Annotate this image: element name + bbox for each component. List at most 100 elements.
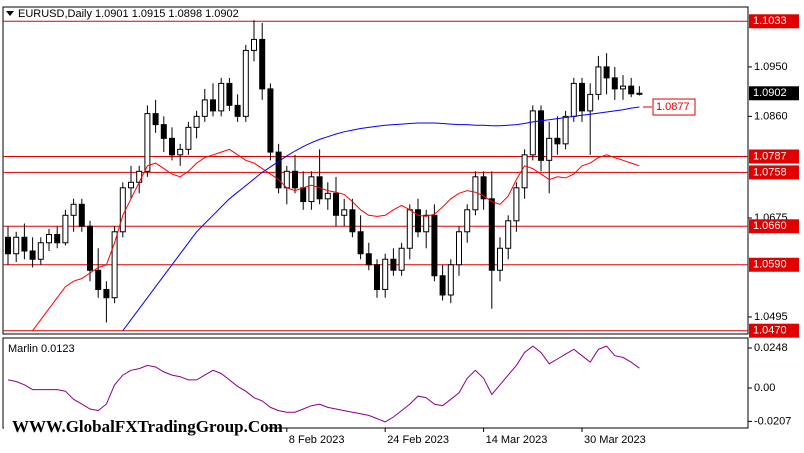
main-panel [2,6,749,335]
x-tick-label: 14 Mar 2023 [486,434,548,446]
candle-body [70,203,77,216]
candle-body [283,170,290,189]
candle-body [595,66,602,95]
level-label-box [749,323,799,338]
candle-body [611,77,618,90]
osc-y-tick-label: 0.0248 [754,342,788,354]
candle-body [390,258,397,271]
candle-body [234,104,241,117]
candle-body [357,231,364,255]
level-label: 1.0590 [753,259,787,271]
watermark: WWW.GlobalFXTradingGroup.Com [12,417,283,436]
candle-body [529,110,536,156]
candle-body [218,82,225,112]
candle-body [488,198,495,271]
current-price-label: 1.0902 [753,87,787,99]
candle-body [5,236,11,255]
x-tick-label: 30 Mar 2023 [584,434,646,446]
candle-body [95,269,102,290]
candle-body [78,203,85,227]
y-tick-label: 1.0495 [754,311,788,323]
candle-body [267,88,274,153]
candle-body [21,236,28,252]
level-label-box [749,165,799,180]
candle-body [87,225,93,271]
candle-body [136,170,143,183]
candle-body [308,176,315,203]
candle-body [144,113,151,172]
x-tick-label: 8 Feb 2023 [289,434,345,446]
y-tick-label: 1.0950 [754,61,788,73]
candle-body [570,82,577,117]
candle-body [177,148,184,156]
candle-body [275,151,282,189]
candle-body [505,220,512,249]
candle-body [201,99,208,117]
candle-body [160,124,167,139]
candle-body [226,82,233,106]
oscillator-label: Marlin 0.0123 [8,343,75,355]
candle-body [628,85,635,95]
candle-body [382,258,389,290]
level-label: 1.0470 [753,325,787,337]
candle-body [251,38,257,51]
candle-body [29,250,36,260]
chart-title: EURUSD,Daily 1.0901 1.0915 1.0898 1.0902 [18,8,239,20]
level-label: 1.0660 [753,220,787,232]
candle-body [447,264,454,296]
candle-body [415,209,421,233]
candle-body [521,154,528,189]
candle-body [406,209,413,249]
candle-body [546,137,553,161]
candle-body [365,253,372,266]
candle-body [620,85,626,90]
menu-arrow [6,11,14,16]
candle-body [341,209,348,216]
candle-body [497,247,503,271]
candle-body [480,176,487,200]
candle-body [603,66,610,79]
candle-body [324,192,331,200]
oscillator-line [7,345,640,423]
level-label: 1.0758 [753,166,787,178]
candle-body [46,234,52,244]
current-price-box [749,86,799,101]
candle-body [152,113,159,126]
candle-body [349,209,356,233]
candle-body [562,115,569,145]
candle-body [13,236,20,255]
candle-body [119,187,126,233]
oscillator-panel [2,337,749,429]
candle-body [587,93,594,112]
candle-body [103,288,110,299]
y-tick-label: 1.0860 [754,110,788,122]
candle-body [538,110,544,161]
moving-average [32,148,640,331]
candle-body [292,170,298,189]
level-label-box [749,149,799,164]
candle-body [333,192,339,216]
candle-body [398,247,405,271]
level-label-box [749,14,799,29]
candle-body [513,187,520,222]
candle-body [374,264,380,290]
candle-body [111,231,118,299]
level-label-box [749,257,799,272]
level-label-box [749,219,799,234]
candle-body [37,242,44,260]
candle-body [242,49,249,117]
candle-body [554,137,561,145]
osc-y-tick-label: 0.00 [754,382,775,394]
watermark-box [4,413,266,441]
annotation-box [652,98,696,116]
candle-body [300,187,307,203]
candle-body [169,137,175,156]
candle-body [54,234,61,244]
candle-body [128,181,134,189]
candle-body [579,82,585,112]
candle-body [193,115,200,128]
osc-y-tick-label: -0.0207 [754,415,791,427]
candle-body [431,214,438,277]
candle-body [62,214,69,244]
